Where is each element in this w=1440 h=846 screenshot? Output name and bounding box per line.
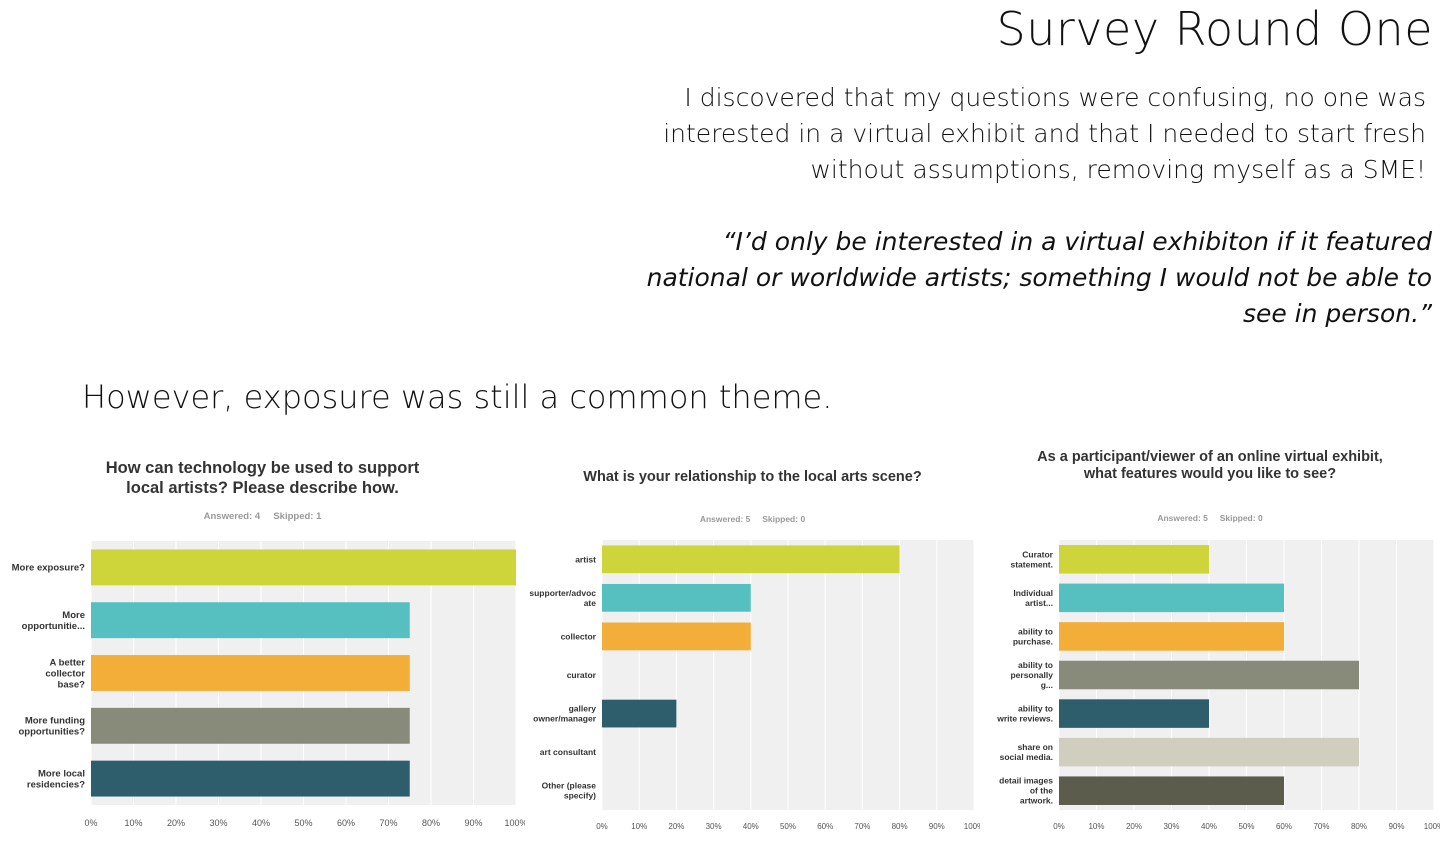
- bar: [91, 602, 410, 639]
- skipped-count: Skipped: 0: [762, 514, 806, 524]
- x-tick-label: 20%: [1126, 822, 1142, 831]
- chart-answered-skipped: Answered: 5 Skipped: 0: [980, 513, 1440, 523]
- page-title: Survey Round One: [996, 2, 1433, 56]
- x-tick-label: 0%: [596, 822, 608, 831]
- x-tick-label: 90%: [464, 818, 482, 828]
- category-label: art consultant: [540, 747, 596, 757]
- bar: [91, 760, 410, 797]
- x-tick-label: 80%: [1351, 822, 1367, 831]
- category-label: detail images of the artwork.: [999, 776, 1053, 806]
- bar-chart-plot: 0% 10% 20% 30% 40% 50% 60% 70% 80% 90% 100% Curator…: [996, 540, 1440, 831]
- x-tick-label: 70%: [854, 822, 870, 831]
- bar: [91, 655, 410, 691]
- x-tick-label: 40%: [252, 818, 270, 828]
- quote-paragraph: “I’d only be interested in a virtual exh…: [646, 227, 1432, 328]
- category-label: share on social media.: [1000, 742, 1053, 762]
- category-label: More local residencies?: [27, 768, 85, 790]
- bar: [602, 699, 677, 728]
- chart-answered-skipped: Answered: 4 Skipped: 1: [0, 511, 525, 522]
- x-tick-label: 60%: [1276, 822, 1292, 831]
- category-label: Individual artist...: [1013, 588, 1053, 608]
- x-tick-label: 60%: [817, 822, 833, 831]
- x-tick-label: 40%: [743, 822, 759, 831]
- bar: [602, 583, 751, 612]
- answered-count: Answered: 5: [1157, 513, 1208, 523]
- category-label: More funding opportunities?: [19, 716, 86, 738]
- intro-paragraph: I discovered that my questions were conf…: [663, 83, 1426, 184]
- category-label: More opportunitie...: [22, 610, 85, 632]
- x-tick-label: 60%: [337, 818, 355, 828]
- x-tick-label: 10%: [124, 818, 142, 828]
- chart-title: How can technology be used to support lo…: [105, 459, 420, 497]
- bar: [1059, 737, 1359, 767]
- x-tick-label: 20%: [668, 822, 684, 831]
- theme-heading: However, exposure was still a common the…: [82, 378, 833, 416]
- x-tick-label: 50%: [780, 822, 796, 831]
- category-label: ability to purchase.: [1013, 626, 1053, 646]
- x-tick-label: 90%: [1388, 822, 1404, 831]
- skipped-count: Skipped: 0: [1219, 513, 1263, 523]
- chart-relationship-arts-scene: What is your relationship to the local a…: [525, 452, 980, 846]
- bar-chart-plot: 0% 10% 20% 30% 40% 50% 60% 70% 80% 90% 100% More ex…: [12, 541, 525, 828]
- bar: [91, 549, 516, 586]
- category-label: Curator statement.: [1010, 549, 1053, 569]
- category-label: Other (please specify): [542, 781, 597, 801]
- x-tick-label: 0%: [1053, 822, 1065, 831]
- x-tick-label: 90%: [929, 822, 945, 831]
- x-tick-label: 40%: [1201, 822, 1217, 831]
- x-tick-label: 70%: [379, 818, 397, 828]
- x-tick-label: 10%: [631, 822, 647, 831]
- x-tick-label: 20%: [167, 818, 185, 828]
- bar: [1059, 699, 1209, 728]
- category-label: curator: [567, 670, 597, 680]
- category-label: artist: [575, 554, 596, 564]
- x-tick-label: 30%: [209, 818, 227, 828]
- x-tick-label: 0%: [84, 818, 97, 828]
- x-tick-label: 50%: [294, 818, 312, 828]
- x-tick-label: 100%: [1424, 822, 1440, 831]
- bar: [1059, 622, 1284, 651]
- category-label: More exposure?: [12, 563, 86, 574]
- bar: [91, 707, 410, 744]
- bar: [602, 545, 900, 574]
- category-label: collector: [561, 631, 597, 641]
- bar: [1059, 660, 1359, 690]
- bar: [1059, 583, 1284, 613]
- chart-virtual-exhibit-features: As a participant/viewer of an online vir…: [980, 449, 1440, 846]
- category-label: supporter/advoc ate: [529, 588, 596, 608]
- category-label: gallery owner/manager: [533, 704, 597, 724]
- x-tick-label: 100%: [964, 822, 980, 831]
- x-tick-label: 10%: [1088, 822, 1104, 831]
- x-tick-label: 80%: [422, 818, 440, 828]
- bar: [1059, 545, 1209, 574]
- answered-count: Answered: 4: [203, 511, 261, 522]
- bar: [602, 622, 751, 651]
- category-label: A better collector base?: [45, 657, 85, 690]
- x-tick-label: 80%: [892, 822, 908, 831]
- answered-count: Answered: 5: [699, 514, 751, 524]
- bar-chart-plot: 0% 10% 20% 30% 40% 50% 60% 70% 80% 90% 100% artist s…: [529, 540, 980, 831]
- category-label: ability to write reviews.: [996, 704, 1053, 724]
- x-tick-label: 30%: [706, 822, 722, 831]
- x-tick-label: 50%: [1238, 822, 1254, 831]
- x-tick-label: 100%: [504, 818, 525, 828]
- chart-technology-support: How can technology be used to support lo…: [0, 452, 525, 846]
- chart-title: What is your relationship to the local a…: [583, 469, 922, 485]
- skipped-count: Skipped: 1: [273, 511, 322, 522]
- x-tick-label: 70%: [1313, 822, 1329, 831]
- bar: [1059, 776, 1284, 805]
- chart-answered-skipped: Answered: 5 Skipped: 0: [525, 514, 980, 524]
- chart-title: As a participant/viewer of an online vir…: [1037, 449, 1383, 482]
- x-tick-label: 30%: [1163, 822, 1179, 831]
- category-label: ability to personally g...: [1010, 660, 1053, 690]
